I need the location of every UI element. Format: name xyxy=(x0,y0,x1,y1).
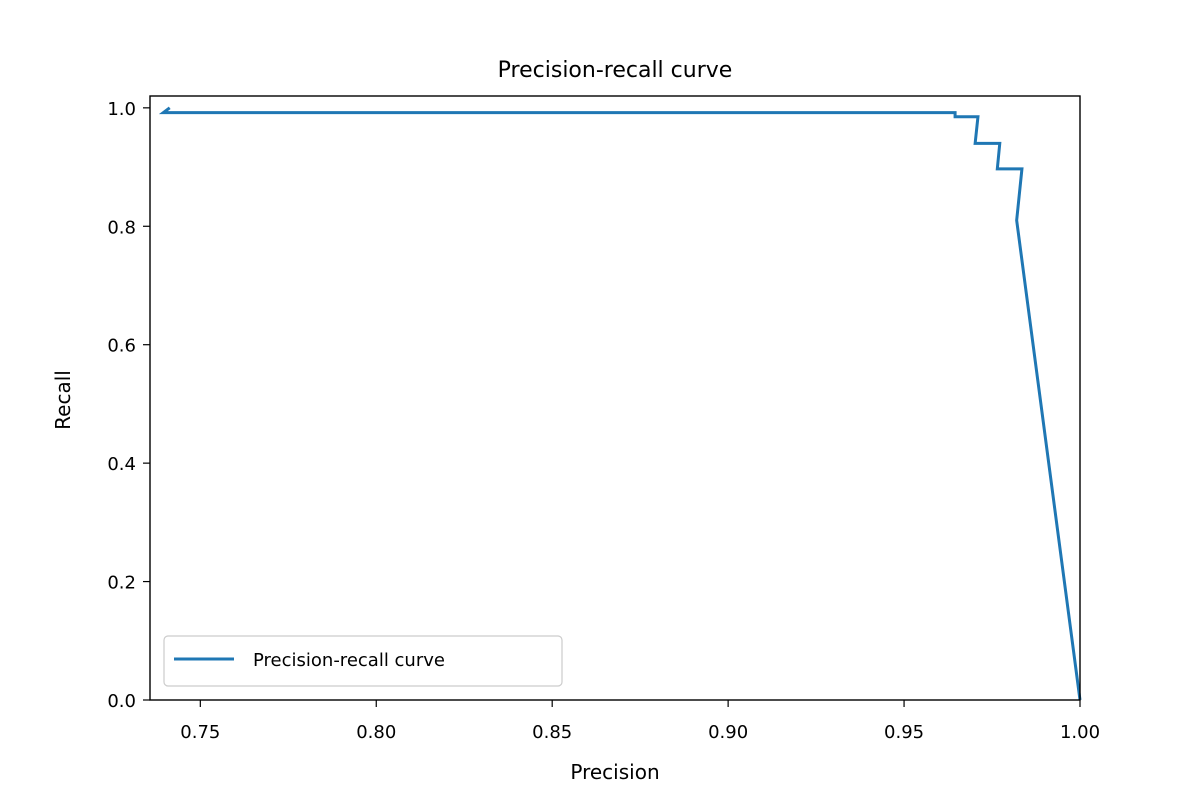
x-tick-label: 0.85 xyxy=(532,722,572,743)
y-tick-label: 1.0 xyxy=(107,99,136,120)
legend-label: Precision-recall curve xyxy=(253,650,445,671)
x-axis-label: Precision xyxy=(570,760,659,784)
x-tick-label: 0.80 xyxy=(356,722,396,743)
x-tick-label: 1.00 xyxy=(1060,722,1100,743)
y-axis-label: Recall xyxy=(51,370,75,430)
series-line xyxy=(163,108,1080,700)
legend: Precision-recall curve xyxy=(164,636,562,686)
plot-layer xyxy=(163,108,1080,700)
y-tick-label: 0.2 xyxy=(107,573,136,594)
y-tick-label: 0.4 xyxy=(107,454,136,475)
chart-title: Precision-recall curve xyxy=(498,58,733,83)
x-tick-label: 0.95 xyxy=(884,722,924,743)
x-tick-label: 0.75 xyxy=(180,722,220,743)
y-tick-label: 0.8 xyxy=(107,217,136,238)
y-tick-label: 0.6 xyxy=(107,336,136,357)
x-tick-label: 0.90 xyxy=(708,722,748,743)
y-tick-label: 0.0 xyxy=(107,691,136,712)
plot-frame xyxy=(150,96,1080,700)
